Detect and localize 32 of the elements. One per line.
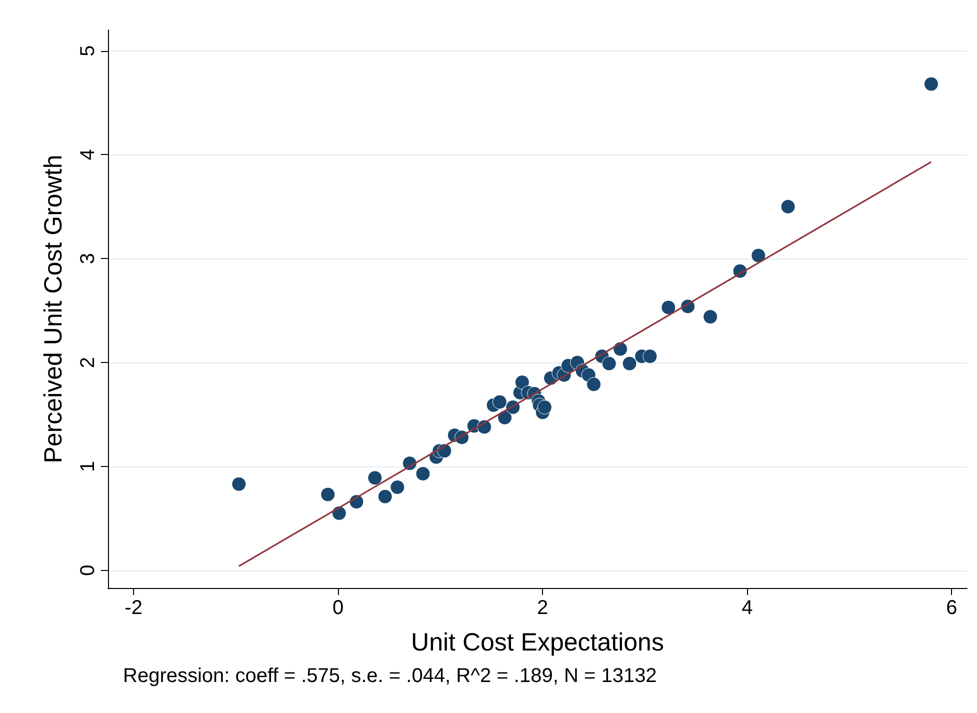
y-tick-label: 3: [77, 253, 99, 264]
point: [232, 476, 246, 492]
y-tick-label: 2: [77, 356, 99, 368]
point: [368, 470, 382, 486]
x-tick-label: -2: [124, 597, 142, 619]
y-tick-label: 4: [77, 149, 99, 160]
point: [751, 248, 766, 263]
point: [703, 310, 718, 324]
y-tick-label: 5: [77, 45, 99, 56]
x-tick-label: 0: [332, 597, 344, 619]
point: [780, 199, 796, 214]
x-tick-label: 2: [537, 597, 548, 619]
y-tick-label: 0: [77, 564, 99, 576]
point: [661, 300, 676, 315]
x-axis-title: Unit Cost Expectations: [411, 628, 664, 656]
y-tick-label: 1: [77, 460, 99, 472]
point: [602, 356, 616, 371]
point: [586, 377, 601, 392]
y-axis-title: Perceived Unit Cost Growth: [40, 154, 68, 464]
point: [622, 356, 637, 371]
point: [642, 349, 658, 364]
x-tick-label: 6: [946, 597, 958, 619]
point: [537, 400, 552, 414]
point: [416, 466, 430, 481]
point: [924, 76, 938, 92]
point: [492, 394, 507, 410]
point: [514, 375, 530, 390]
point: [378, 489, 392, 504]
x-tick-label: 4: [742, 597, 753, 619]
point: [320, 487, 336, 502]
point: [390, 480, 405, 494]
text: Regression: coeff = .575, s.e. = .044, R^2 = .189, N = 13132: [123, 665, 657, 687]
